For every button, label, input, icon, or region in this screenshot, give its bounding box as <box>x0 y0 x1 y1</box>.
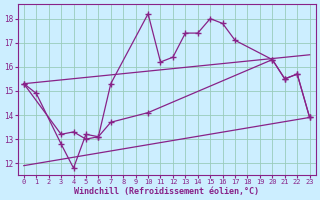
X-axis label: Windchill (Refroidissement éolien,°C): Windchill (Refroidissement éolien,°C) <box>74 187 259 196</box>
